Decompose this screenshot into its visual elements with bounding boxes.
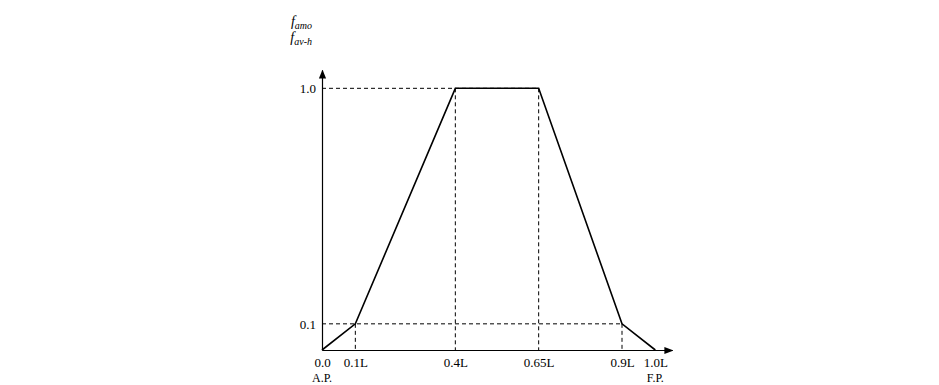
y-axis-title: fav-h — [290, 30, 312, 47]
annotation: A.P. — [312, 371, 332, 385]
guide-line — [622, 324, 623, 350]
y-tick-label: 0.1 — [300, 316, 316, 331]
y-tick-label: 1.0 — [300, 81, 316, 96]
guide-line — [355, 324, 356, 350]
x-tick-label: 0.4L — [444, 355, 468, 370]
y-axis-line — [322, 71, 323, 351]
x-tick-label: 1.0L — [644, 355, 668, 370]
guide-line — [455, 88, 456, 350]
y-axis-title-sub: av-h — [294, 36, 312, 47]
guide-line — [538, 88, 539, 350]
y-axis: 0.1 1.0 — [300, 71, 323, 351]
annotation: F.P. — [647, 371, 664, 385]
x-tick: 0.65L — [524, 350, 555, 370]
x-tick-label: 0.65L — [524, 355, 555, 370]
x-tick-label: 0.0 — [314, 355, 330, 370]
y-tick: 1.0 — [300, 81, 322, 96]
x-axis-line — [323, 350, 673, 351]
guide-line — [322, 323, 622, 324]
x-tick: 1.0L — [644, 350, 668, 370]
background — [0, 0, 939, 385]
data-line — [322, 88, 655, 350]
x-axis: 0.0 0.1L 0.4L 0.65L 0.9L 1.0L — [314, 350, 672, 370]
y-axis-title-sub: amo — [295, 20, 312, 31]
x-tick-label: 0.1L — [344, 355, 368, 370]
plot-area — [322, 88, 655, 350]
y-tick: 0.1 — [300, 316, 322, 331]
y-axis-title: famo — [291, 14, 312, 31]
x-tick-label: 0.9L — [610, 355, 634, 370]
x-tick: 0.0 — [314, 350, 330, 370]
x-tick: 0.9L — [610, 350, 634, 370]
x-tick: 0.4L — [444, 350, 468, 370]
x-tick: 0.1L — [344, 350, 368, 370]
chart: 0.0 0.1L 0.4L 0.65L 0.9L 1.0L 0.1 1.0 famofav-h A… — [0, 0, 939, 385]
